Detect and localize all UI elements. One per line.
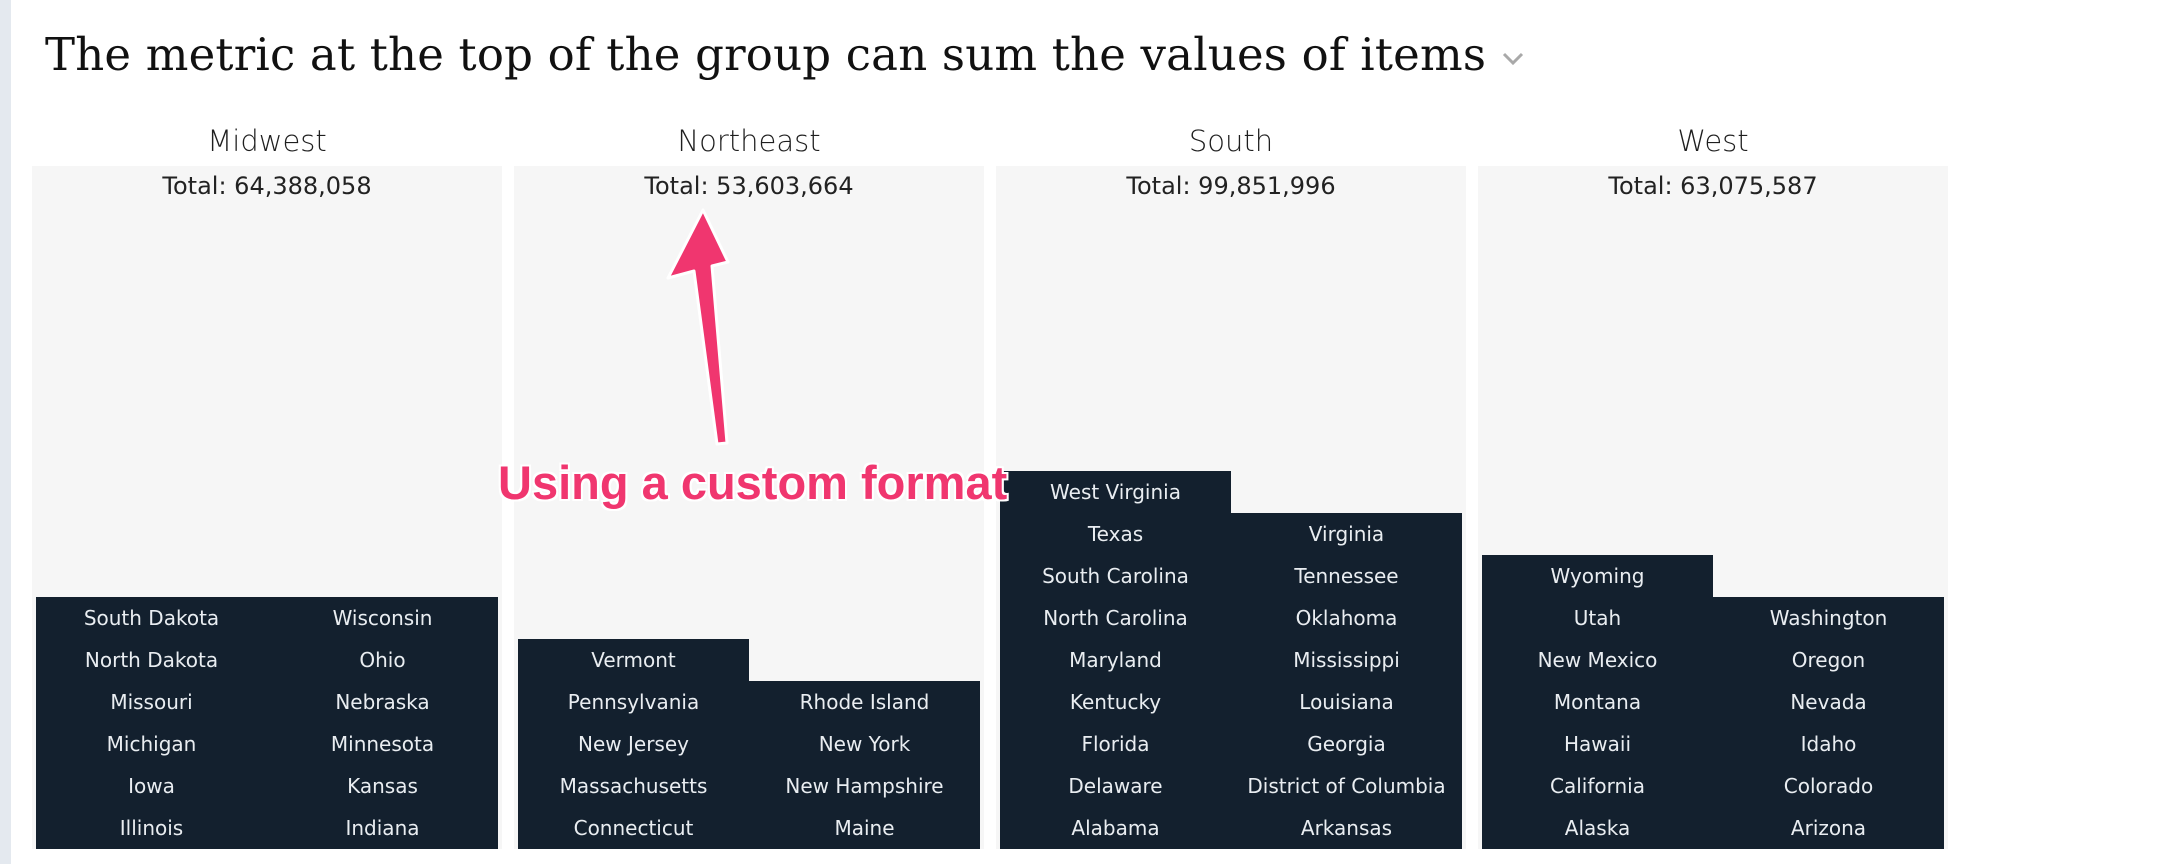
state-tile[interactable]: Colorado [1713, 765, 1944, 807]
state-tile[interactable]: Nebraska [267, 681, 498, 723]
state-tile[interactable]: Virginia [1231, 513, 1462, 555]
tile-columns: Vermont Pennsylvania New Jersey Massachu… [518, 329, 980, 849]
page-title: The metric at the top of the group can s… [45, 27, 1487, 81]
state-tile[interactable]: Rhode Island [749, 681, 980, 723]
tile-column: Virginia Tennessee Oklahoma Mississippi … [1231, 513, 1462, 849]
state-tile[interactable]: Wisconsin [267, 597, 498, 639]
state-tile[interactable]: New Mexico [1482, 639, 1713, 681]
state-tile[interactable]: Oregon [1713, 639, 1944, 681]
state-tile[interactable]: Minnesota [267, 723, 498, 765]
state-tile[interactable]: South Dakota [36, 597, 267, 639]
state-tile[interactable]: Wyoming [1482, 555, 1713, 597]
state-tile[interactable]: South Carolina [1000, 555, 1231, 597]
state-tile[interactable]: Washington [1713, 597, 1944, 639]
state-tile[interactable]: Montana [1482, 681, 1713, 723]
state-tile[interactable]: Oklahoma [1231, 597, 1462, 639]
annotation-label: Using a custom format [498, 456, 1008, 509]
tile-column: Vermont Pennsylvania New Jersey Massachu… [518, 639, 749, 849]
state-tile[interactable]: Iowa [36, 765, 267, 807]
group-body: Total: 99,851,996 West Virginia Texas So… [996, 166, 1466, 849]
state-tile[interactable]: Kansas [267, 765, 498, 807]
group-title: West [1677, 124, 1749, 158]
state-tile[interactable]: Hawaii [1482, 723, 1713, 765]
state-tile[interactable]: Vermont [518, 639, 749, 681]
state-tile[interactable]: North Carolina [1000, 597, 1231, 639]
state-tile[interactable]: Florida [1000, 723, 1231, 765]
state-tile[interactable]: New Jersey [518, 723, 749, 765]
state-tile[interactable]: Louisiana [1231, 681, 1462, 723]
state-tile[interactable]: Arizona [1713, 807, 1944, 849]
state-tile[interactable]: California [1482, 765, 1713, 807]
tile-column: Wyoming Utah New Mexico Montana Hawaii C… [1482, 555, 1713, 849]
state-tile[interactable]: Idaho [1713, 723, 1944, 765]
state-tile[interactable]: Nevada [1713, 681, 1944, 723]
state-tile[interactable]: Mississippi [1231, 639, 1462, 681]
tile-columns: West Virginia Texas South Carolina North… [1000, 329, 1462, 849]
state-tile[interactable]: Alabama [1000, 807, 1231, 849]
group-total: Total: 64,388,058 [162, 172, 372, 200]
group-body: Total: 64,388,058 South Dakota North Dak… [32, 166, 502, 849]
group-total: Total: 99,851,996 [1126, 172, 1336, 200]
state-tile[interactable]: District of Columbia [1231, 765, 1462, 807]
state-tile[interactable]: Delaware [1000, 765, 1231, 807]
tile-column: South Dakota North Dakota Missouri Michi… [36, 597, 267, 849]
tile-column: West Virginia Texas South Carolina North… [1000, 471, 1231, 849]
tile-column: Wisconsin Ohio Nebraska Minnesota Kansas… [267, 597, 498, 849]
state-tile[interactable]: Indiana [267, 807, 498, 849]
state-tile[interactable]: Pennsylvania [518, 681, 749, 723]
state-tile[interactable]: Maine [749, 807, 980, 849]
state-tile[interactable]: Maryland [1000, 639, 1231, 681]
tile-columns: South Dakota North Dakota Missouri Michi… [36, 329, 498, 849]
group-title: Northeast [677, 124, 821, 158]
state-tile[interactable]: Ohio [267, 639, 498, 681]
group-total: Total: 53,603,664 [644, 172, 854, 200]
group-body: Total: 53,603,664 Vermont Pennsylvania N… [514, 166, 984, 849]
state-tile[interactable]: Michigan [36, 723, 267, 765]
state-tile[interactable]: Georgia [1231, 723, 1462, 765]
state-tile[interactable]: Massachusetts [518, 765, 749, 807]
title-row: The metric at the top of the group can s… [45, 22, 1526, 86]
state-tile[interactable]: Connecticut [518, 807, 749, 849]
state-tile[interactable]: Kentucky [1000, 681, 1231, 723]
group-title: Midwest [207, 124, 327, 158]
group-body: Total: 63,075,587 Wyoming Utah New Mexic… [1478, 166, 1948, 849]
tile-column: Rhode Island New York New Hampshire Main… [749, 681, 980, 849]
tile-columns: Wyoming Utah New Mexico Montana Hawaii C… [1482, 329, 1944, 849]
state-tile[interactable]: New York [749, 723, 980, 765]
state-tile[interactable]: Utah [1482, 597, 1713, 639]
state-tile[interactable]: Illinois [36, 807, 267, 849]
group-title: South [1188, 124, 1274, 158]
state-tile[interactable]: Arkansas [1231, 807, 1462, 849]
state-tile[interactable]: Missouri [36, 681, 267, 723]
state-tile[interactable]: New Hampshire [749, 765, 980, 807]
state-tile[interactable]: West Virginia [1000, 471, 1231, 513]
state-tile[interactable]: North Dakota [36, 639, 267, 681]
state-tile[interactable]: Texas [1000, 513, 1231, 555]
group-total: Total: 63,075,587 [1608, 172, 1818, 200]
tile-column: Washington Oregon Nevada Idaho Colorado … [1713, 597, 1944, 849]
state-tile[interactable]: Alaska [1482, 807, 1713, 849]
left-rail [0, 0, 11, 864]
state-tile[interactable]: Tennessee [1231, 555, 1462, 597]
chevron-down-icon[interactable] [1500, 46, 1526, 72]
